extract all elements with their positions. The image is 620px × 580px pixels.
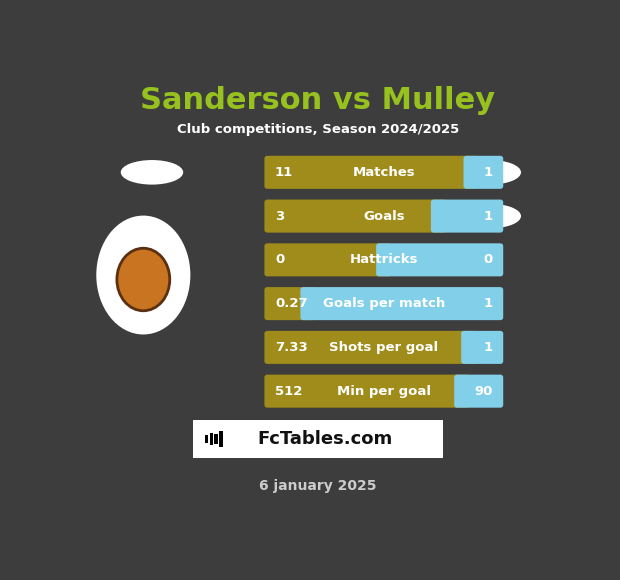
Text: 6 january 2025: 6 january 2025 bbox=[259, 479, 376, 493]
FancyBboxPatch shape bbox=[264, 287, 316, 320]
Text: 7.33: 7.33 bbox=[275, 341, 308, 354]
Text: 90: 90 bbox=[474, 385, 493, 398]
Ellipse shape bbox=[459, 160, 521, 184]
Text: Hattricks: Hattricks bbox=[350, 253, 418, 266]
FancyBboxPatch shape bbox=[264, 375, 469, 408]
FancyBboxPatch shape bbox=[210, 433, 213, 445]
FancyBboxPatch shape bbox=[205, 435, 208, 443]
FancyBboxPatch shape bbox=[461, 331, 503, 364]
FancyBboxPatch shape bbox=[264, 244, 391, 277]
Text: Shots per goal: Shots per goal bbox=[329, 341, 438, 354]
FancyBboxPatch shape bbox=[264, 156, 479, 189]
FancyBboxPatch shape bbox=[264, 331, 477, 364]
Text: 0: 0 bbox=[275, 253, 284, 266]
FancyBboxPatch shape bbox=[219, 432, 223, 447]
Text: Goals: Goals bbox=[363, 209, 405, 223]
Text: 1: 1 bbox=[484, 341, 493, 354]
Text: 11: 11 bbox=[275, 166, 293, 179]
FancyBboxPatch shape bbox=[376, 244, 503, 277]
FancyBboxPatch shape bbox=[193, 420, 443, 458]
FancyBboxPatch shape bbox=[464, 156, 503, 189]
FancyBboxPatch shape bbox=[431, 200, 503, 233]
Text: Sanderson vs Mulley: Sanderson vs Mulley bbox=[140, 86, 495, 115]
Text: Club competitions, Season 2024/2025: Club competitions, Season 2024/2025 bbox=[177, 123, 459, 136]
Text: FcTables.com: FcTables.com bbox=[257, 430, 392, 448]
Ellipse shape bbox=[117, 248, 170, 311]
Text: 1: 1 bbox=[484, 209, 493, 223]
FancyBboxPatch shape bbox=[454, 375, 503, 408]
FancyBboxPatch shape bbox=[264, 200, 446, 233]
Text: 1: 1 bbox=[484, 166, 493, 179]
Text: 0.27: 0.27 bbox=[275, 297, 308, 310]
Text: Goals per match: Goals per match bbox=[322, 297, 445, 310]
Ellipse shape bbox=[98, 217, 189, 333]
Text: Matches: Matches bbox=[353, 166, 415, 179]
Ellipse shape bbox=[459, 204, 521, 229]
FancyBboxPatch shape bbox=[301, 287, 503, 320]
Text: 0: 0 bbox=[484, 253, 493, 266]
Text: 512: 512 bbox=[275, 385, 303, 398]
FancyBboxPatch shape bbox=[215, 434, 218, 444]
Ellipse shape bbox=[121, 160, 184, 184]
Text: 1: 1 bbox=[484, 297, 493, 310]
Text: 3: 3 bbox=[275, 209, 284, 223]
Text: Min per goal: Min per goal bbox=[337, 385, 431, 398]
